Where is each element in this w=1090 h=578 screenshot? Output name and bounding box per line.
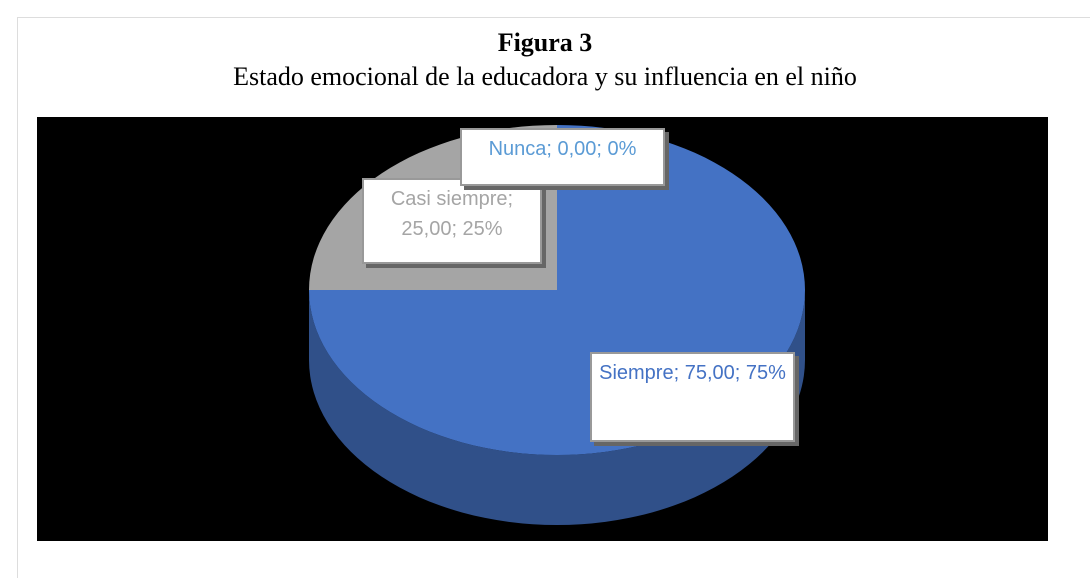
chart-subtitle: Estado emocional de la educadora y su in… bbox=[233, 62, 857, 91]
data-label: Casi siempre; 25,00; 25% bbox=[362, 178, 542, 264]
pie-slice-side bbox=[309, 290, 805, 525]
data-label: Siempre; 75,00; 75% bbox=[590, 352, 795, 442]
data-label: Nunca; 0,00; 0% bbox=[460, 128, 665, 186]
page-frame bbox=[17, 17, 1090, 578]
chart-title: Figura 3 bbox=[497, 28, 593, 57]
